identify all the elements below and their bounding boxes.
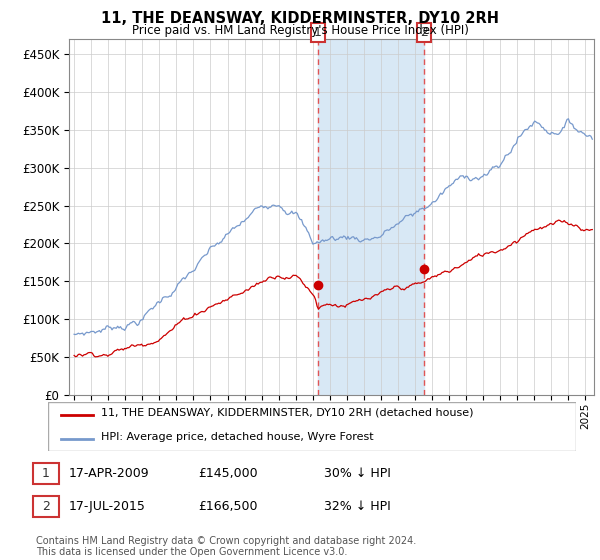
Text: 11, THE DEANSWAY, KIDDERMINSTER, DY10 2RH (detached house): 11, THE DEANSWAY, KIDDERMINSTER, DY10 2R… xyxy=(101,408,473,418)
Text: Contains HM Land Registry data © Crown copyright and database right 2024.
This d: Contains HM Land Registry data © Crown c… xyxy=(36,535,416,557)
Text: 17-JUL-2015: 17-JUL-2015 xyxy=(69,500,146,514)
Text: 2: 2 xyxy=(420,26,428,39)
Text: 32% ↓ HPI: 32% ↓ HPI xyxy=(324,500,391,514)
Text: HPI: Average price, detached house, Wyre Forest: HPI: Average price, detached house, Wyre… xyxy=(101,432,373,442)
FancyBboxPatch shape xyxy=(48,402,576,451)
Text: 2: 2 xyxy=(42,500,50,514)
Text: £166,500: £166,500 xyxy=(198,500,257,514)
Text: £145,000: £145,000 xyxy=(198,466,257,480)
Text: 11, THE DEANSWAY, KIDDERMINSTER, DY10 2RH: 11, THE DEANSWAY, KIDDERMINSTER, DY10 2R… xyxy=(101,11,499,26)
Text: Price paid vs. HM Land Registry's House Price Index (HPI): Price paid vs. HM Land Registry's House … xyxy=(131,24,469,37)
Text: 1: 1 xyxy=(314,26,322,39)
Text: 1: 1 xyxy=(42,466,50,480)
Bar xyxy=(317,39,424,395)
Text: 30% ↓ HPI: 30% ↓ HPI xyxy=(324,466,391,480)
Text: 17-APR-2009: 17-APR-2009 xyxy=(69,466,149,480)
